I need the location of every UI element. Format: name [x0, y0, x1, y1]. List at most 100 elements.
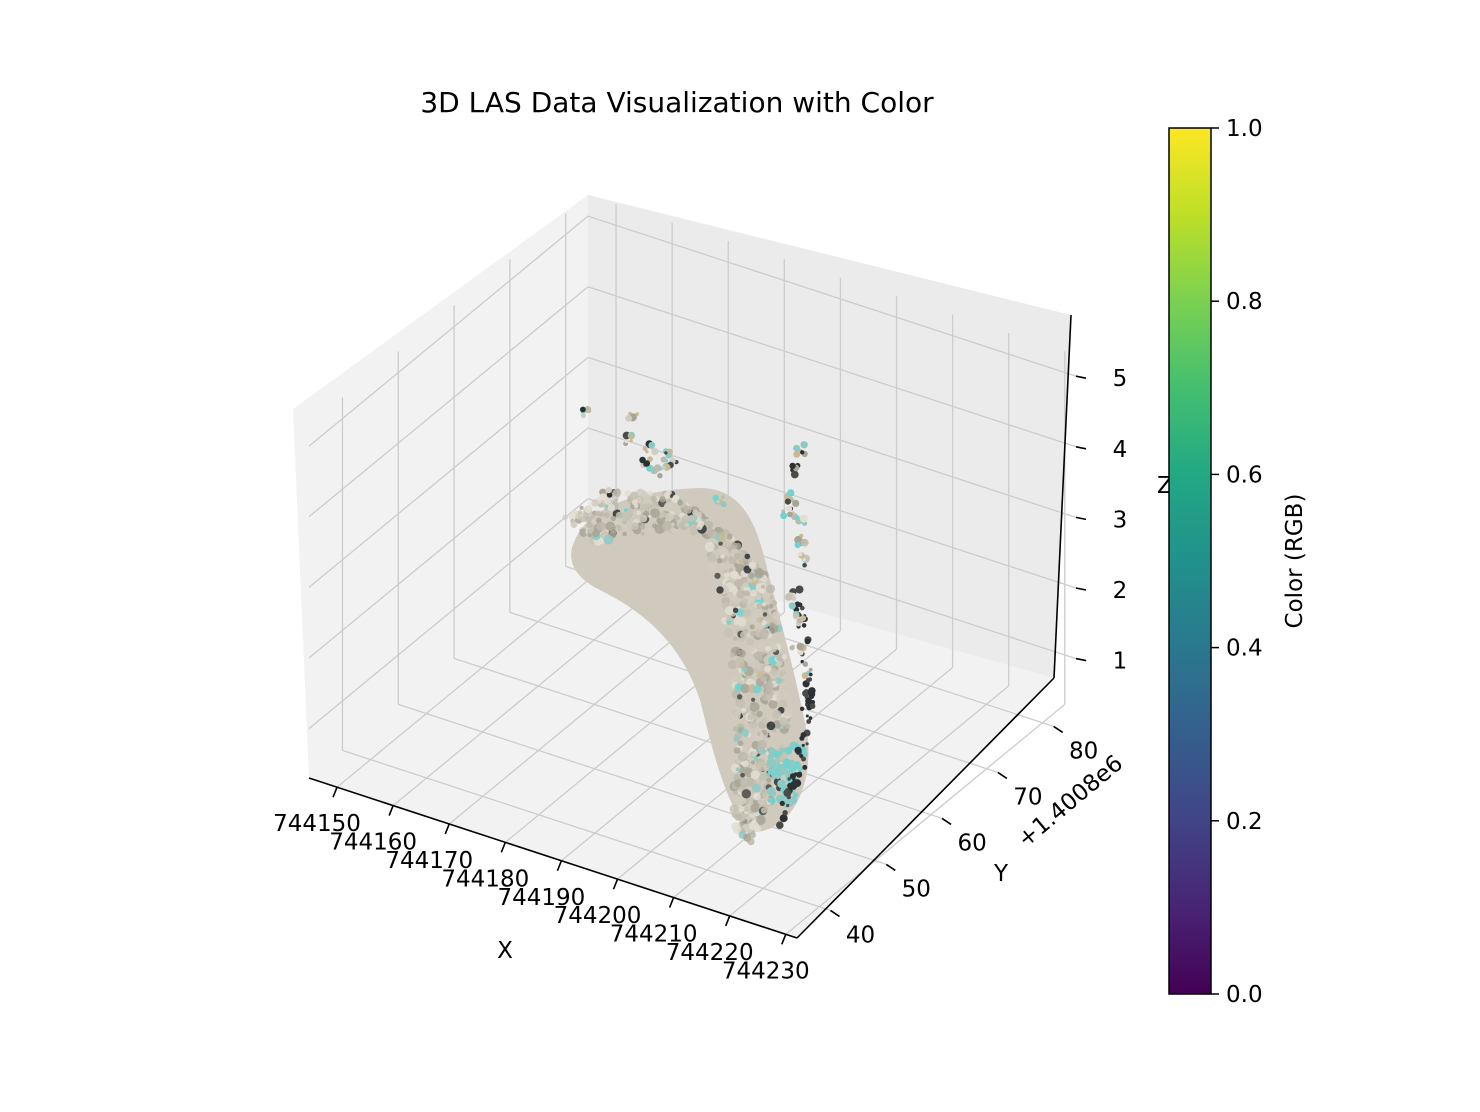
data-point: [753, 792, 761, 801]
y-grid-floor: [453, 657, 943, 820]
data-point: [755, 618, 761, 624]
z-tick-label: 3: [1113, 507, 1128, 533]
data-point: [741, 598, 749, 605]
data-point: [640, 531, 645, 536]
data-point: [748, 656, 755, 662]
data-point: [724, 540, 731, 548]
left-pane: [293, 195, 588, 778]
data-point: [628, 433, 634, 440]
data-point: [636, 510, 641, 515]
data-point: [779, 800, 785, 807]
data-point: [761, 792, 767, 798]
data-point: [717, 531, 728, 542]
data-point: [806, 719, 812, 724]
data-point: [707, 529, 715, 537]
data-point: [766, 787, 776, 796]
data-point: [707, 554, 717, 563]
data-point: [753, 667, 759, 674]
data-point: [809, 703, 816, 709]
data-point: [755, 654, 763, 662]
data-point: [651, 468, 656, 473]
data-point: [624, 439, 628, 444]
z-grid-left: [308, 215, 589, 447]
data-point: [787, 777, 791, 781]
y-tick-mark: [1053, 725, 1064, 734]
data-point: [756, 815, 766, 825]
data-point: [604, 512, 610, 518]
data-point: [716, 586, 724, 594]
data-point: [740, 778, 750, 788]
data-point: [737, 740, 744, 747]
data-point: [664, 523, 671, 529]
z-grid-left: [308, 356, 589, 588]
data-point: [772, 709, 782, 720]
data-point: [751, 765, 757, 771]
data-point: [731, 822, 740, 831]
y-tick-mark: [941, 817, 952, 826]
data-point: [586, 408, 592, 414]
data-point: [764, 665, 771, 673]
data-point: [787, 489, 795, 497]
x-grid-floor: [729, 685, 1010, 917]
data-point: [585, 515, 592, 523]
data-point: [720, 554, 725, 559]
data-point: [757, 739, 767, 749]
data-point: [805, 697, 812, 705]
data-point: [753, 608, 763, 619]
data-point: [765, 584, 776, 594]
data-point: [743, 582, 749, 588]
data-point: [737, 617, 747, 627]
data-point: [787, 511, 793, 518]
data-point: [605, 487, 612, 494]
tick-labels: 7441507441607441707441807441907442007442…: [273, 366, 1127, 984]
data-point: [801, 539, 807, 545]
data-point: [696, 512, 703, 518]
data-point: [731, 710, 741, 721]
data-point: [592, 529, 600, 538]
x-tick-mark: [444, 823, 450, 835]
data-point: [805, 742, 809, 746]
data-point: [758, 775, 764, 781]
data-point: [771, 600, 778, 606]
data-point: [795, 585, 804, 594]
data-point: [786, 505, 793, 512]
data-point: [801, 623, 807, 628]
data-point: [764, 681, 774, 690]
data-point: [591, 499, 599, 507]
x-tick-label: 744210: [610, 922, 698, 948]
data-point: [633, 503, 639, 509]
data-point: [659, 496, 666, 503]
data-point: [741, 760, 750, 768]
data-point: [641, 490, 648, 498]
data-point: [804, 663, 808, 667]
data-point: [753, 730, 764, 741]
y-grid-floor: [342, 749, 831, 912]
data-point: [748, 561, 757, 570]
data-point: [744, 553, 751, 560]
data-point: [800, 441, 808, 449]
data-point: [751, 783, 761, 793]
data-point: [707, 562, 716, 572]
data-point: [610, 515, 617, 522]
data-point: [728, 568, 733, 572]
data-point: [665, 459, 669, 463]
colorbar: 0.0 0.2 0.4 0.6 0.8 1.0 Color (RGB): [1168, 116, 1308, 1008]
data-point: [629, 439, 633, 443]
z-tick-label: 5: [1113, 366, 1128, 392]
data-point: [766, 721, 776, 731]
x-tick-mark: [332, 786, 338, 798]
data-point: [642, 446, 648, 452]
data-point: [733, 790, 738, 795]
data-point: [759, 587, 766, 594]
data-point: [756, 710, 763, 718]
data-point: [797, 552, 803, 557]
x-tick-label: 744190: [498, 885, 586, 911]
data-point: [637, 522, 642, 527]
data-point: [779, 747, 785, 754]
data-point: [782, 810, 788, 816]
data-point: [808, 672, 813, 677]
data-point: [578, 510, 583, 515]
data-point: [603, 534, 614, 545]
data-point: [665, 512, 674, 522]
data-point: [794, 535, 803, 544]
